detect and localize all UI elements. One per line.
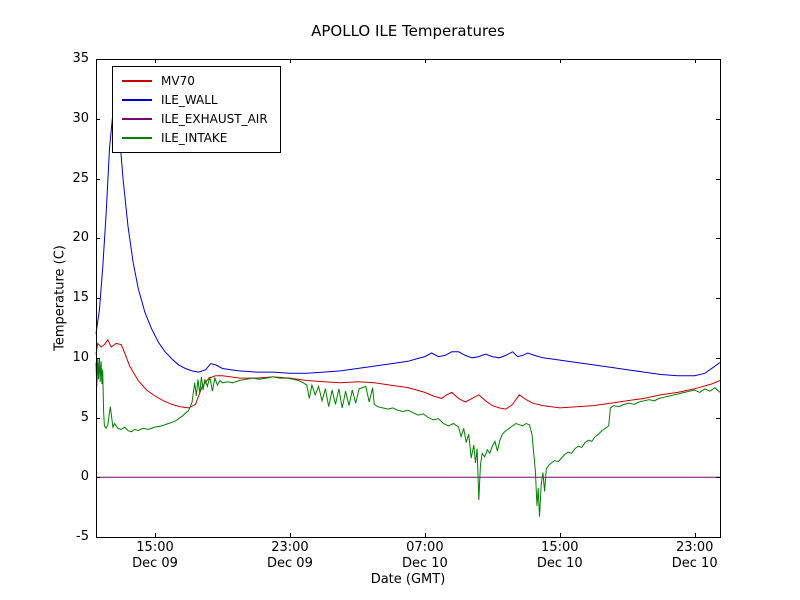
- legend-line-sample: [122, 137, 152, 139]
- x-tick-time: 15:00: [541, 540, 579, 555]
- x-tick-time: 07:00: [406, 540, 444, 555]
- legend-label: MV70: [161, 74, 195, 88]
- series-line-ile_wall: [95, 100, 721, 377]
- x-tick-time: 23:00: [271, 540, 309, 555]
- legend-entry-mv70: MV70: [122, 73, 268, 89]
- y-tick-label: 10: [72, 349, 89, 365]
- legend-label: ILE_INTAKE: [161, 131, 228, 145]
- x-tick-date: Dec 10: [536, 556, 583, 571]
- x-tick-date: Dec 10: [671, 556, 718, 571]
- legend-entry-ile_exhaust_air: ILE_EXHAUST_AIR: [122, 111, 268, 127]
- x-tick-label: 23:00 Dec 09: [240, 540, 340, 572]
- x-tick-label: 15:00 Dec 10: [510, 540, 610, 572]
- legend-entry-ile_intake: ILE_INTAKE: [122, 130, 268, 146]
- legend-label: ILE_EXHAUST_AIR: [161, 112, 268, 126]
- legend: MV70 ILE_WALL ILE_EXHAUST_AIR ILE_INTAKE: [112, 66, 281, 153]
- legend-label: ILE_WALL: [161, 93, 218, 107]
- y-tick-label: 25: [72, 170, 89, 186]
- legend-line-sample: [122, 80, 152, 82]
- y-tick-label: 30: [72, 110, 89, 126]
- y-tick-label: 15: [72, 290, 89, 305]
- series-line-ile_intake: [95, 357, 721, 517]
- x-tick-date: Dec 09: [132, 556, 178, 571]
- y-tick-label: -5: [76, 529, 89, 544]
- y-tick-label: 35: [72, 51, 89, 66]
- y-tick-label: 20: [72, 230, 89, 246]
- x-tick-date: Dec 10: [401, 556, 448, 571]
- y-tick-label: 0: [80, 469, 89, 485]
- x-tick-time: 23:00: [675, 540, 714, 555]
- chart-title: APOLLO ILE Temperatures: [311, 22, 505, 40]
- x-tick-label: 07:00 Dec 10: [375, 540, 475, 572]
- x-tick-date: Dec 09: [267, 556, 313, 571]
- legend-entry-ile_wall: ILE_WALL: [122, 92, 268, 108]
- y-tick-label: 5: [80, 409, 89, 425]
- x-tick-time: 15:00: [136, 540, 174, 555]
- x-axis-label: Date (GMT): [370, 572, 446, 587]
- series-line-mv70: [95, 338, 721, 410]
- legend-line-sample: [122, 118, 152, 120]
- legend-line-sample: [122, 99, 152, 101]
- x-tick-label: 15:00 Dec 09: [105, 540, 205, 572]
- x-tick-label: 23:00 Dec 10: [645, 540, 745, 572]
